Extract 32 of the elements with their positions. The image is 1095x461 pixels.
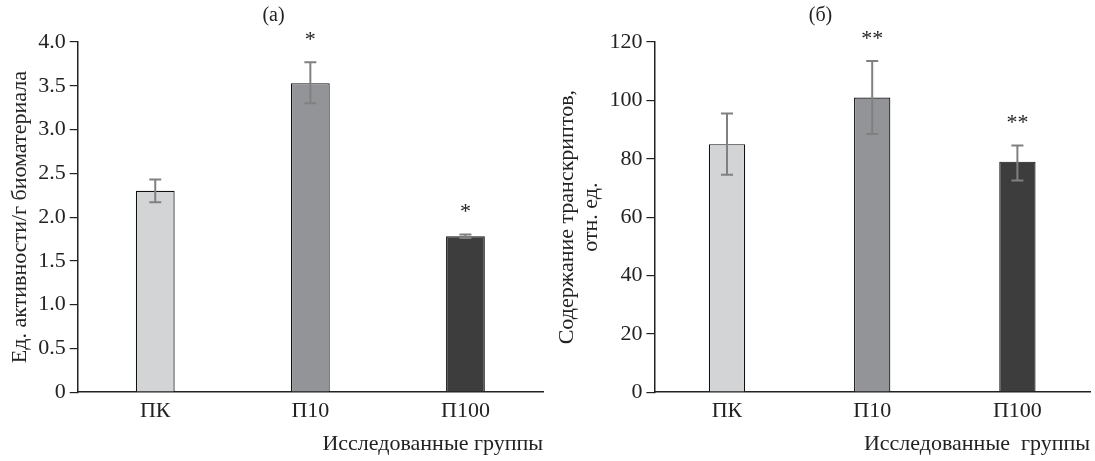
y-tick-label: 60 <box>620 202 643 228</box>
annotation: ** <box>861 24 884 50</box>
y-axis-title: Содержание транскриптов, отн. ед. <box>552 89 603 345</box>
x-axis-title: Исследованные группы <box>863 429 1091 455</box>
x-tick-label: П100 <box>441 397 490 423</box>
chart-title: (a) <box>262 3 285 27</box>
x-tick-label: ПК <box>711 397 743 423</box>
y-tick-label: 3.5 <box>38 71 66 97</box>
chart-title: (б) <box>808 3 833 27</box>
x-tick-label: П10 <box>853 397 892 423</box>
x-tick-label: ПК <box>139 397 171 423</box>
y-tick-label: 0.5 <box>38 334 66 360</box>
y-tick-label: 20 <box>620 319 643 345</box>
y-tick-label: 120 <box>609 27 643 53</box>
y-tick-label: 1.0 <box>38 290 66 316</box>
x-tick-label: П100 <box>992 397 1042 423</box>
y-tick-label: 1.5 <box>38 246 66 272</box>
y-tick-label: 100 <box>609 86 643 112</box>
y-tick-label: 2.0 <box>38 202 66 228</box>
annotation: * <box>459 198 471 224</box>
annotation: * <box>304 25 316 51</box>
y-axis-title: Ед. активности/г биоматериала <box>5 70 31 364</box>
y-tick-label: 0 <box>54 377 66 403</box>
y-tick-label: 80 <box>620 144 643 170</box>
x-axis-title: Исследованные группы <box>322 429 544 455</box>
y-tick-label: 40 <box>620 261 643 287</box>
annotation: ** <box>1006 109 1029 135</box>
y-tick-label: 4.0 <box>38 27 66 53</box>
y-tick-label: 3.0 <box>38 115 66 141</box>
y-tick-label: 0 <box>631 377 643 403</box>
x-tick-label: П10 <box>291 397 330 423</box>
y-tick-label: 2.5 <box>38 159 66 185</box>
